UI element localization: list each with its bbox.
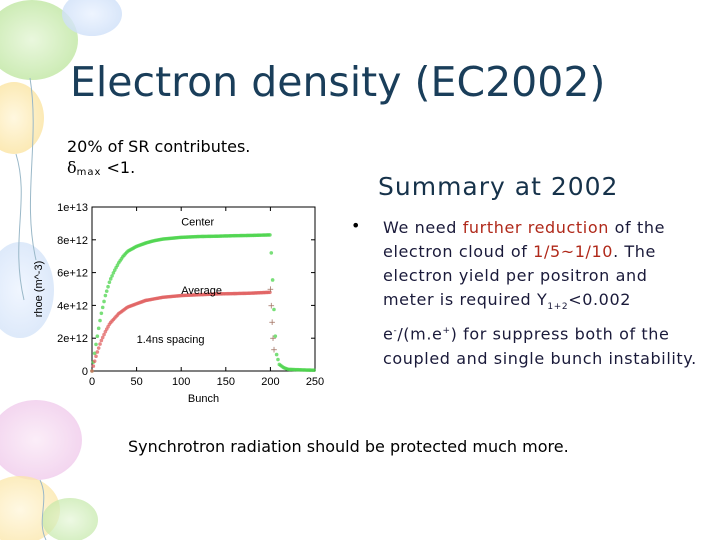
- tail-point: +: [268, 318, 276, 328]
- center-point: [94, 342, 98, 347]
- average-point: [92, 359, 97, 363]
- center-point: [276, 357, 280, 362]
- average-point: [99, 338, 104, 343]
- bubble-shape: [0, 82, 44, 154]
- center-point: [103, 293, 108, 298]
- center-point: [100, 305, 105, 310]
- bullet-part: /(m.e: [397, 324, 443, 344]
- average-point: [94, 354, 98, 359]
- center-point: [273, 334, 278, 338]
- chart-annotation: 1.4ns spacing: [137, 334, 205, 346]
- tail-point: +: [269, 334, 277, 344]
- bullet-highlight: further reduction: [462, 218, 609, 237]
- bullet-marker: •: [351, 216, 361, 235]
- bullet-part: We need: [383, 218, 463, 237]
- center-point: [108, 277, 113, 281]
- y-tick-label: 6e+12: [57, 268, 88, 280]
- center-point: [92, 351, 97, 356]
- bullet-highlight: 1/5~1/10: [533, 242, 614, 261]
- x-axis-label: Bunch: [188, 393, 219, 405]
- bullet-part: ) for suppress both of the coupled and s…: [383, 324, 697, 368]
- y-axis-label: rhoe (m^-3): [33, 261, 45, 318]
- tail-point: +: [268, 301, 276, 311]
- bubble-shape: [0, 0, 78, 80]
- footer-text: Synchrotron radiation should be protecte…: [128, 437, 569, 456]
- summary-bullet: We need further reduction of the electro…: [383, 216, 703, 371]
- bullet-subscript: 1+2: [547, 302, 569, 313]
- string-line: [39, 479, 47, 540]
- center-point: [98, 318, 102, 323]
- x-tick-label: 50: [130, 376, 142, 388]
- summary-title: Summary at 2002: [378, 172, 619, 201]
- delta-condition: <1.: [101, 158, 136, 177]
- bullet-superscript: -: [393, 326, 398, 337]
- x-tick-label: 250: [306, 376, 324, 388]
- note-line-1: 20% of SR contributes.: [67, 137, 251, 156]
- series-label-average: Average: [181, 285, 222, 297]
- y-tick-label: 4e+12: [57, 300, 88, 312]
- x-tick-label: 200: [261, 376, 279, 388]
- slide-title: Electron density (EC2002): [70, 58, 606, 106]
- note-line-2: δmax <1.: [67, 157, 250, 183]
- bubble-shape: [0, 400, 82, 480]
- center-point: [106, 284, 110, 289]
- center-point: [272, 307, 276, 312]
- x-tick-label: 150: [217, 376, 235, 388]
- center-point: [269, 251, 274, 255]
- center-point: [99, 311, 104, 316]
- average-point: [96, 346, 101, 350]
- bullet-part: of the electron cloud of: [383, 218, 666, 261]
- center-point: [274, 352, 279, 357]
- center-point: [111, 271, 116, 275]
- tail-point: +: [270, 346, 278, 356]
- average-point: [102, 332, 106, 337]
- average-point: [98, 342, 102, 346]
- center-point: [110, 274, 114, 278]
- string-line: [15, 153, 25, 301]
- x-tick-label: 100: [172, 376, 190, 388]
- y-tick-label: 8e+12: [57, 235, 88, 247]
- plot-frame: [91, 206, 316, 372]
- note-text: 20% of SR contributes. δmax <1.: [67, 136, 250, 183]
- bubble-shape: [0, 242, 54, 338]
- bubble-shape: [62, 0, 122, 36]
- average-point: [100, 335, 105, 340]
- delta-subscript: max: [76, 167, 102, 178]
- bullet-superscript: +: [442, 326, 451, 337]
- average-point: [90, 369, 94, 373]
- center-point: [102, 299, 106, 304]
- center-point: [268, 233, 272, 237]
- center-point: [312, 368, 316, 372]
- center-point: [95, 334, 100, 339]
- center-point: [104, 289, 109, 293]
- series-label-center: Center: [181, 217, 214, 229]
- average-point: [95, 350, 100, 354]
- bubble-shape: [42, 498, 98, 540]
- bullet-part: <0.002 e: [383, 290, 631, 344]
- average-point: [91, 364, 96, 368]
- delta-symbol: δ: [67, 158, 77, 177]
- y-tick-label: 2e+12: [57, 333, 88, 345]
- string-line: [29, 77, 37, 261]
- y-tick-label: 0: [82, 366, 88, 378]
- electron-density-chart: 0 50 100 150 200 250 0 2e+12 4e+12 6e+12 8e+12 1e+1…: [33, 202, 324, 405]
- x-tick-label: 0: [89, 376, 95, 388]
- average-point: [268, 290, 272, 295]
- center-point: [96, 326, 101, 331]
- center-point: [107, 280, 112, 285]
- y-tick-label: 1e+13: [57, 202, 88, 214]
- tail-point: +: [267, 285, 275, 295]
- bullet-part: . The electron yield per positron and me…: [383, 242, 656, 309]
- center-point: [270, 278, 275, 282]
